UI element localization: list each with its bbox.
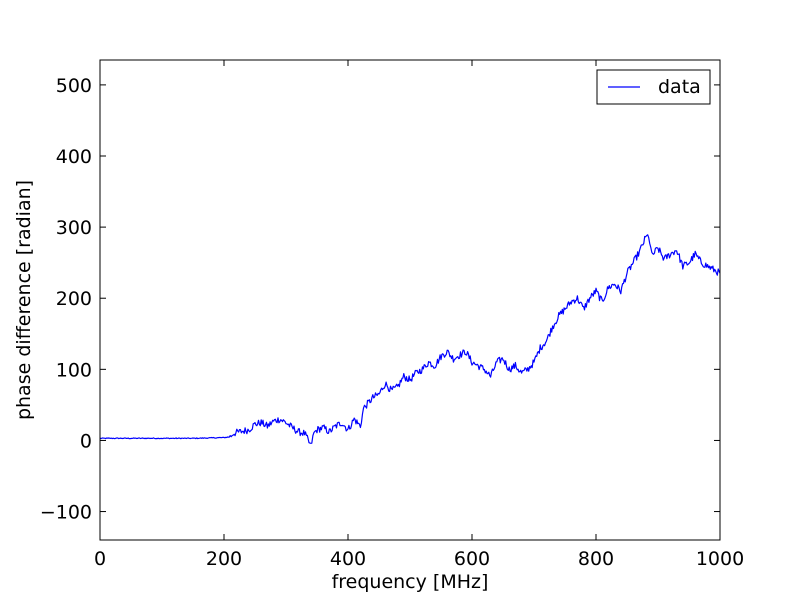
legend-label-data: data	[658, 76, 701, 98]
x-tick-label-400: 400	[330, 548, 366, 570]
y-tick-label-300: 300	[56, 217, 92, 239]
y-axis-label: phase difference [radian]	[13, 180, 35, 420]
x-tick-label-0: 0	[94, 548, 106, 570]
plot-frame	[99, 59, 721, 541]
tick-marks	[99, 60, 721, 540]
y-tick-label-400: 400	[56, 146, 92, 168]
x-axis-label: frequency [MHz]	[332, 571, 489, 593]
tick-labels: 0 200 400 600 800 1000 −100 0 100 200 300 400 500	[40, 75, 744, 570]
y-tick-label-200: 200	[56, 288, 92, 310]
x-tick-label-200: 200	[206, 548, 242, 570]
y-tick-label-100: 100	[56, 359, 92, 381]
x-tick-label-1000: 1000	[696, 548, 744, 570]
y-tick-label-0: 0	[80, 430, 92, 452]
x-tick-label-600: 600	[454, 548, 490, 570]
series-line-data	[99, 234, 721, 444]
y-tick-label-500: 500	[56, 75, 92, 97]
series-layer	[99, 234, 721, 444]
y-tick-label--100: −100	[40, 502, 92, 524]
legend: data	[596, 69, 711, 105]
x-tick-label-800: 800	[578, 548, 614, 570]
